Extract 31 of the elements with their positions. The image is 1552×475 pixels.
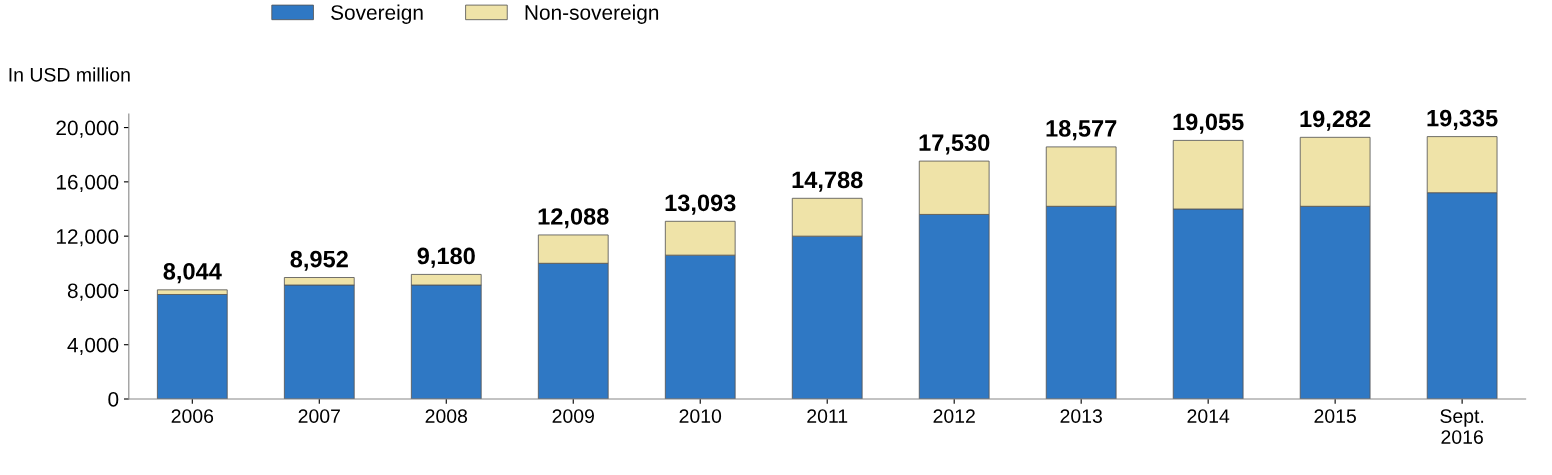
y-tick-label: 16,000 <box>56 174 119 193</box>
total-label: 18,577 <box>1046 120 1117 141</box>
total-label: 8,044 <box>163 263 222 284</box>
y-tick-label: 4,000 <box>67 337 119 355</box>
total-label: 19,335 <box>1427 109 1498 130</box>
legend-label: Non-sovereign <box>525 4 659 24</box>
x-tick-label: 2013 <box>1060 409 1102 423</box>
total-label: 8,952 <box>290 250 348 271</box>
total-label: 19,055 <box>1173 113 1244 134</box>
x-tick-label: 2008 <box>425 409 468 423</box>
total-label: 13,093 <box>665 194 736 215</box>
x-tick-label: 2006 <box>171 409 214 423</box>
x-tick-label: 2014 <box>1187 409 1230 423</box>
total-label: 14,788 <box>792 171 863 192</box>
y-tick-label: 8,000 <box>67 283 119 301</box>
total-label: 19,282 <box>1300 110 1371 131</box>
x-tick-label: Sept. 2016 <box>1440 409 1484 444</box>
y-tick-label: 0 <box>108 392 119 407</box>
x-tick-label: 2010 <box>679 409 722 423</box>
x-tick-label: 2007 <box>298 409 340 423</box>
x-tick-label: 2009 <box>552 409 594 423</box>
y-tick-label: 12,000 <box>56 229 119 247</box>
x-tick-label: 2011 <box>807 409 848 423</box>
legend-label: Sovereign <box>331 4 423 24</box>
x-tick-label: 2015 <box>1314 409 1356 423</box>
total-label: 12,088 <box>538 208 609 229</box>
total-label: 17,530 <box>919 134 990 155</box>
total-label: 9,180 <box>417 247 475 268</box>
x-tick-label: 2012 <box>933 409 975 423</box>
y-tick-label: 20,000 <box>56 120 119 138</box>
y-axis-title: In USD million <box>9 67 130 82</box>
